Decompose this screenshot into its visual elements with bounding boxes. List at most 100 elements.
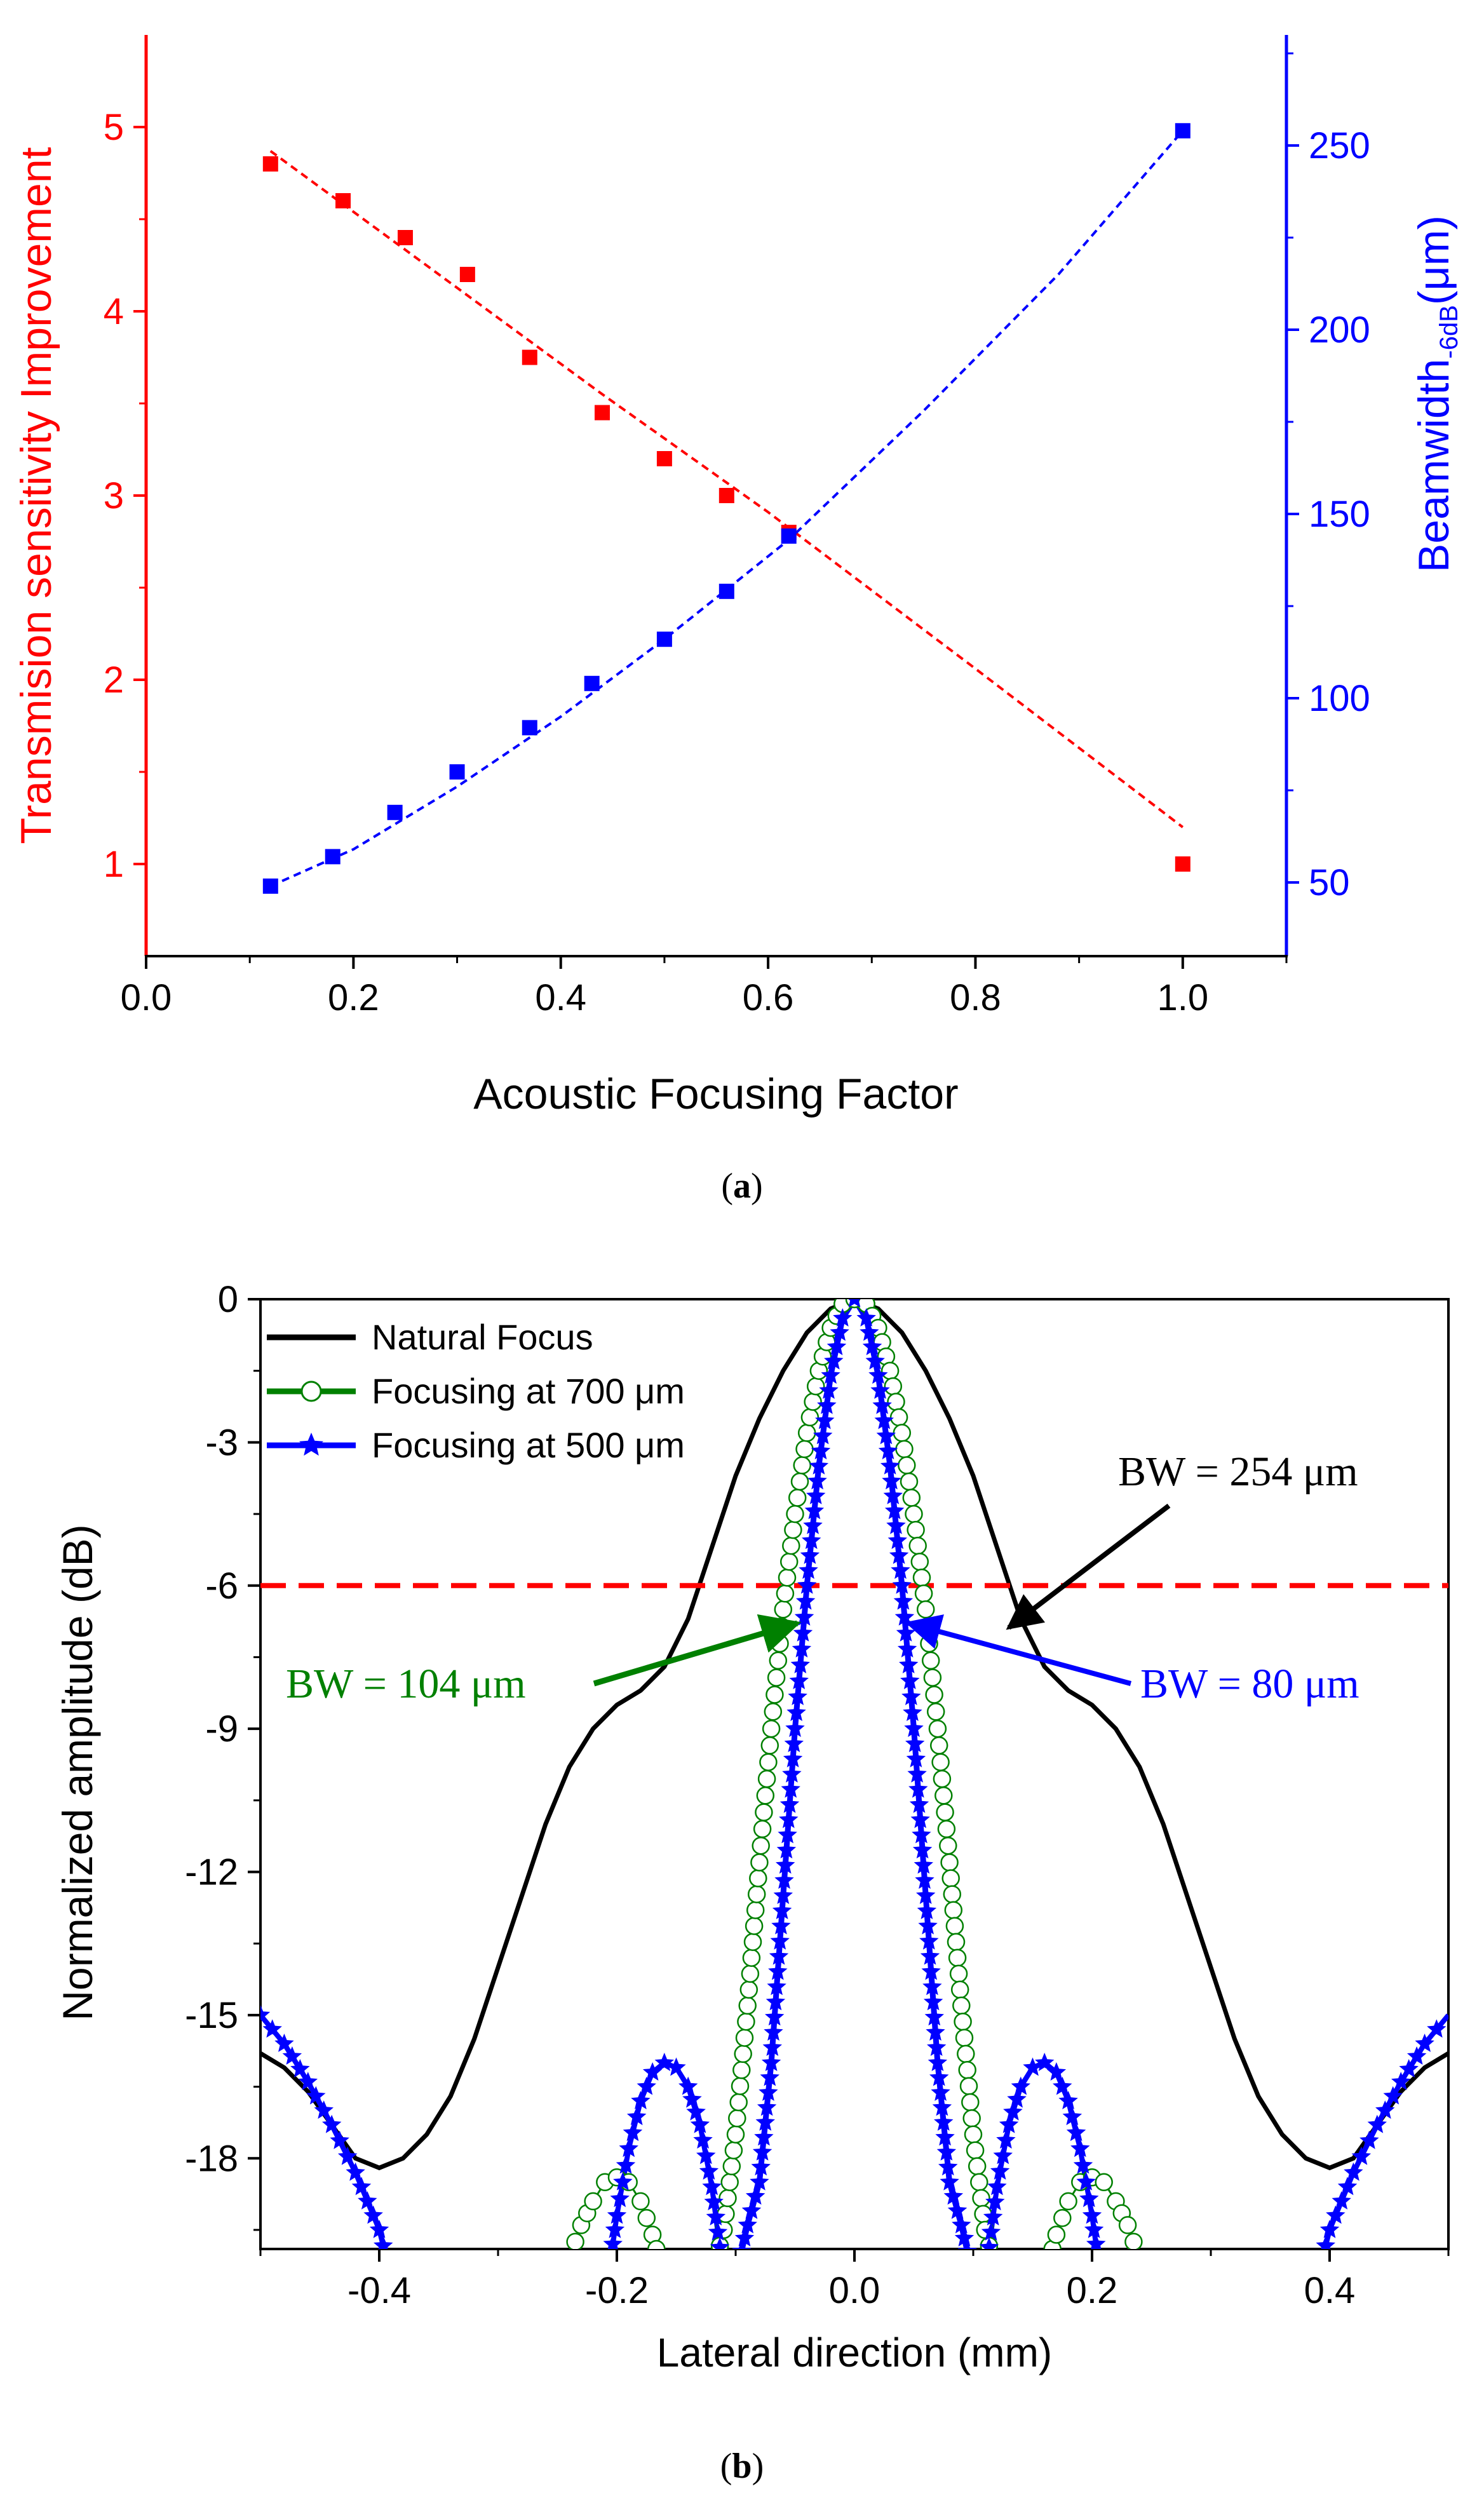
- panel-a-fit-lines: [269, 130, 1184, 888]
- marker-star: [876, 1426, 896, 1445]
- marker-star: [783, 1748, 803, 1767]
- panel-b-y-tick-label: 0: [218, 1279, 238, 1320]
- annotation-bw-80: BW = 80 μm: [1140, 1661, 1359, 1707]
- data-point-right: [522, 720, 537, 736]
- marker-star: [809, 1455, 829, 1475]
- panel-a-x-ticks: 0.0 0.2 0.4 0.6 0.8 1.0: [121, 956, 1288, 1018]
- panel-a-left-tick-label: 2: [104, 659, 124, 701]
- panel-b-y-tick-label: -12: [185, 1852, 238, 1893]
- panel-a-x-tick-label: 0.2: [328, 977, 379, 1018]
- marker-star: [935, 2127, 955, 2146]
- marker-circle: [949, 1964, 968, 1983]
- marker-circle: [1135, 2265, 1152, 2281]
- marker-circle: [753, 1820, 772, 1839]
- marker-star: [878, 1441, 898, 1460]
- marker-circle: [797, 1424, 816, 1442]
- marker-star: [752, 2142, 772, 2161]
- marker-circle: [928, 1719, 947, 1738]
- beamwidth-label-unit: (μm): [1410, 215, 1458, 305]
- marker-circle: [741, 1964, 760, 1983]
- marker-star: [1326, 2205, 1346, 2224]
- marker-star: [1367, 2114, 1387, 2133]
- marker-star: [1046, 2062, 1067, 2081]
- marker-star: [999, 2114, 1019, 2133]
- marker-star: [764, 2022, 783, 2041]
- marker-star: [369, 2219, 389, 2238]
- marker-star: [1062, 2107, 1083, 2126]
- marker-star: [961, 2254, 980, 2273]
- marker-star: [306, 2086, 326, 2105]
- marker-circle: [945, 1917, 964, 1935]
- marker-circle: [910, 1552, 929, 1571]
- panel-a-caption-letter: a: [733, 1166, 751, 1206]
- marker-star: [900, 1671, 920, 1689]
- marker-star: [1076, 2171, 1096, 2191]
- marker-star: [848, 1299, 861, 1307]
- marker-star: [637, 2076, 656, 2095]
- legend: Natural Focus Focusing at 700 μm Focusin…: [267, 1317, 685, 1465]
- marker-star: [928, 2053, 948, 2071]
- marker-star: [702, 2177, 722, 2196]
- panel-b-x-tick-label: -0.2: [585, 2270, 649, 2311]
- marker-circle: [762, 1719, 781, 1738]
- marker-star: [985, 2192, 1005, 2211]
- marker-circle: [739, 1980, 759, 1999]
- panel-b-x-tick-label: 0.0: [829, 2270, 880, 2311]
- marker-circle: [950, 1980, 969, 1999]
- marker-circle: [806, 1377, 825, 1396]
- marker-star: [696, 2145, 716, 2164]
- marker-star: [274, 2034, 294, 2052]
- marker-circle: [958, 2061, 976, 2079]
- marker-star: [726, 2267, 745, 2286]
- panel-a-right-tick-label: 200: [1309, 309, 1370, 351]
- data-point-right: [1175, 123, 1191, 138]
- marker-star: [806, 1485, 826, 1504]
- marker-star: [759, 2083, 778, 2101]
- marker-circle: [970, 2173, 988, 2192]
- marker-circle: [747, 1885, 766, 1903]
- panel-a-right-tick-label: 250: [1309, 125, 1370, 166]
- marker-circle: [732, 2061, 751, 2079]
- marker-star: [947, 2200, 968, 2219]
- marker-star: [282, 2046, 302, 2065]
- marker-circle: [893, 1424, 912, 1442]
- marker-circle: [943, 1885, 962, 1903]
- marker-circle: [934, 1786, 953, 1805]
- marker-star: [922, 1976, 942, 1996]
- marker-star: [710, 2237, 730, 2249]
- marker-circle: [704, 2269, 720, 2286]
- marker-circle: [731, 2077, 750, 2095]
- marker-star: [884, 1501, 905, 1520]
- marker-star: [631, 2091, 651, 2110]
- panel-b-x-tick-label: 0.4: [1304, 2270, 1356, 2311]
- marker-circle: [923, 1668, 942, 1687]
- marker-star: [887, 1530, 907, 1550]
- marker-circle: [652, 2255, 669, 2272]
- marker-star: [1084, 2219, 1104, 2238]
- data-point-left: [1175, 856, 1191, 872]
- marker-star: [767, 1976, 786, 1996]
- marker-star: [745, 2186, 766, 2205]
- marker-star: [799, 1560, 818, 1579]
- marker-star: [262, 2019, 282, 2038]
- marker-circle: [959, 2077, 978, 2095]
- marker-star: [616, 2155, 636, 2174]
- marker-circle: [1047, 2225, 1066, 2244]
- marker-star: [880, 1455, 900, 1475]
- legend-label-natural-focus: Natural Focus: [372, 1317, 593, 1357]
- marker-star: [779, 1809, 799, 1828]
- marker-circle: [647, 2239, 666, 2249]
- marker-star: [868, 1365, 888, 1384]
- data-point-left: [397, 230, 413, 245]
- marker-star: [785, 1719, 805, 1738]
- marker-circle: [790, 1472, 809, 1491]
- marker-star: [766, 1992, 786, 2011]
- panel-a-left-axis-label: Transmision sensitivity Improvement: [12, 147, 60, 844]
- marker-circle: [921, 1651, 940, 1670]
- marker-circle: [788, 1489, 807, 1507]
- marker-star: [761, 2053, 781, 2071]
- marker-star: [678, 2076, 698, 2095]
- marker-star: [786, 1703, 806, 1721]
- series-focusing-500-sidelobe: [1322, 2013, 1448, 2249]
